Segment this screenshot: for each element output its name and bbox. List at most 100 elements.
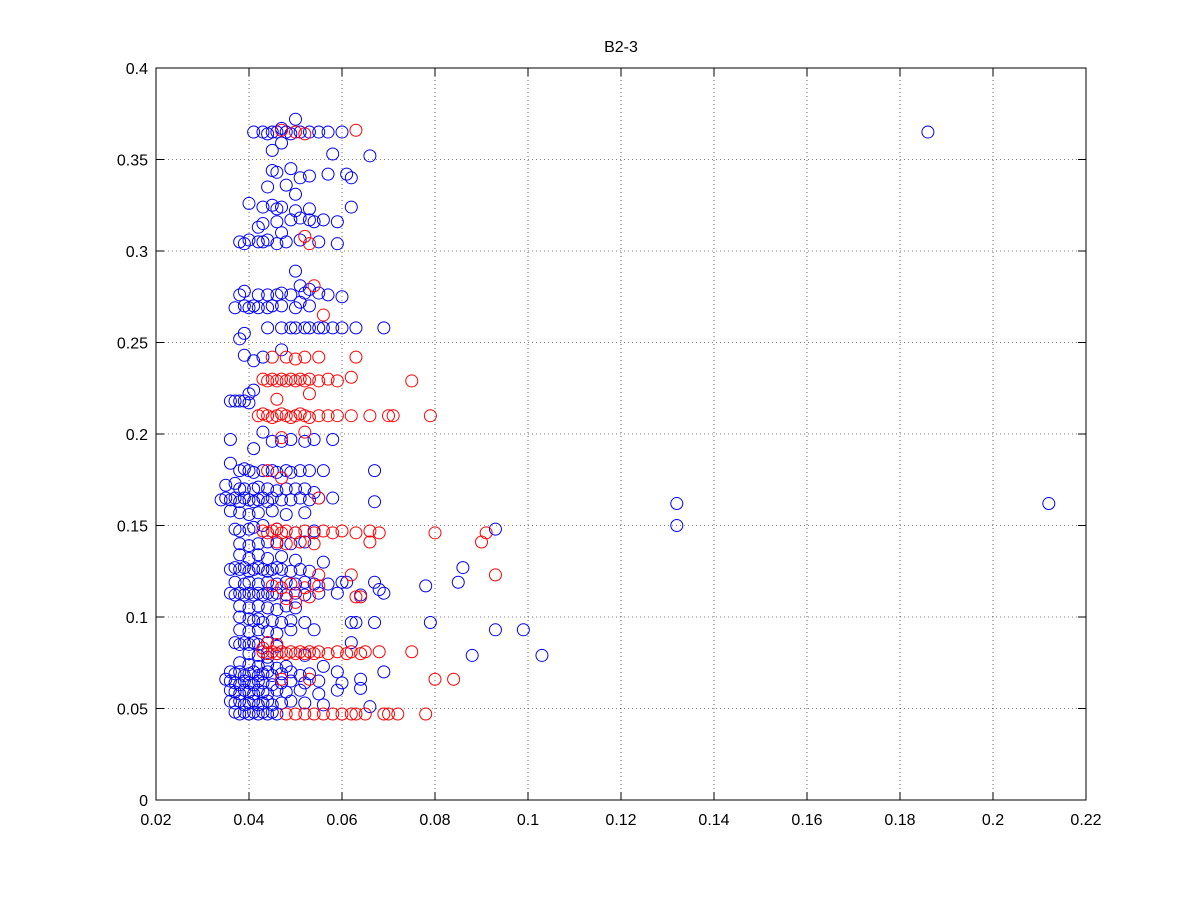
data-point	[368, 495, 382, 509]
data-point	[284, 665, 298, 679]
data-point	[382, 707, 395, 721]
data-point	[330, 215, 344, 229]
data-point	[293, 491, 307, 505]
data-point	[251, 637, 265, 651]
data-point	[237, 284, 251, 298]
data-point	[363, 409, 377, 423]
data-point	[275, 562, 289, 576]
data-point	[298, 321, 312, 335]
data-point	[363, 149, 377, 163]
data-point	[321, 125, 335, 139]
data-point	[265, 143, 279, 157]
data-point	[261, 321, 275, 335]
data-point	[242, 601, 256, 615]
data-point	[312, 125, 326, 139]
data-point	[921, 125, 935, 139]
data-point	[307, 623, 321, 637]
data-point	[284, 537, 298, 551]
data-point	[349, 350, 363, 364]
data-point	[275, 581, 289, 595]
data-point	[447, 672, 461, 686]
data-point	[233, 599, 247, 613]
x-tick-label: 0.1	[517, 812, 539, 829]
data-point	[298, 229, 312, 243]
data-point	[293, 211, 307, 225]
data-point	[349, 590, 363, 604]
x-tick-label: 0.02	[140, 812, 171, 829]
data-point	[284, 493, 298, 507]
data-point	[321, 409, 335, 423]
data-point	[330, 683, 344, 697]
data-point	[247, 383, 261, 397]
data-point	[1042, 497, 1056, 511]
y-tick-label: 0.35	[117, 153, 148, 170]
data-point	[293, 171, 307, 185]
data-point	[354, 681, 368, 695]
data-point	[237, 237, 251, 251]
data-point	[261, 575, 275, 589]
data-point	[302, 299, 316, 313]
data-point	[251, 548, 265, 562]
data-point	[251, 612, 265, 626]
data-point	[223, 504, 237, 518]
data-point	[270, 626, 284, 640]
data-point	[275, 431, 289, 445]
data-point	[423, 409, 437, 423]
data-point	[344, 370, 358, 384]
data-point	[298, 524, 312, 538]
data-point	[242, 196, 256, 210]
data-point	[237, 561, 251, 575]
data-point	[302, 202, 316, 216]
data-point	[298, 707, 312, 721]
data-point	[256, 200, 270, 214]
data-point	[289, 187, 302, 201]
data-point	[251, 288, 265, 302]
data-point	[298, 615, 312, 629]
data-point	[321, 647, 335, 661]
data-point	[247, 125, 261, 139]
data-point	[237, 326, 251, 340]
data-point	[516, 623, 530, 637]
data-point	[335, 707, 349, 721]
data-point	[456, 561, 470, 575]
x-tick-label: 0.2	[982, 812, 1004, 829]
data-point	[242, 647, 256, 661]
data-point	[405, 645, 419, 659]
data-point	[233, 623, 247, 637]
data-point	[251, 220, 265, 234]
data-point	[302, 411, 316, 425]
data-point	[405, 374, 419, 388]
x-tick-label: 0.22	[1070, 812, 1101, 829]
data-point	[335, 321, 349, 335]
data-point	[284, 213, 298, 227]
data-point	[270, 603, 284, 617]
data-point	[354, 672, 368, 686]
data-point	[335, 575, 349, 589]
data-point	[275, 615, 289, 629]
data-point	[349, 123, 363, 137]
data-point	[265, 491, 279, 505]
data-point	[349, 707, 363, 721]
data-point	[284, 162, 298, 176]
data-point	[219, 478, 233, 492]
data-point	[261, 665, 275, 679]
data-point	[335, 125, 349, 139]
data-point	[298, 425, 312, 439]
data-point	[289, 301, 302, 315]
data-point	[670, 519, 684, 532]
data-point	[233, 537, 247, 551]
data-point	[270, 707, 284, 721]
data-point	[321, 577, 335, 591]
data-point	[349, 526, 363, 540]
data-point	[270, 165, 284, 179]
data-point	[242, 658, 256, 672]
data-point	[535, 648, 549, 662]
data-point	[233, 656, 247, 670]
data-point	[289, 352, 302, 366]
data-point	[284, 623, 298, 637]
data-point	[344, 645, 358, 659]
data-point	[247, 520, 261, 534]
data-point	[289, 577, 302, 591]
data-point	[275, 200, 289, 214]
data-point	[261, 551, 275, 565]
